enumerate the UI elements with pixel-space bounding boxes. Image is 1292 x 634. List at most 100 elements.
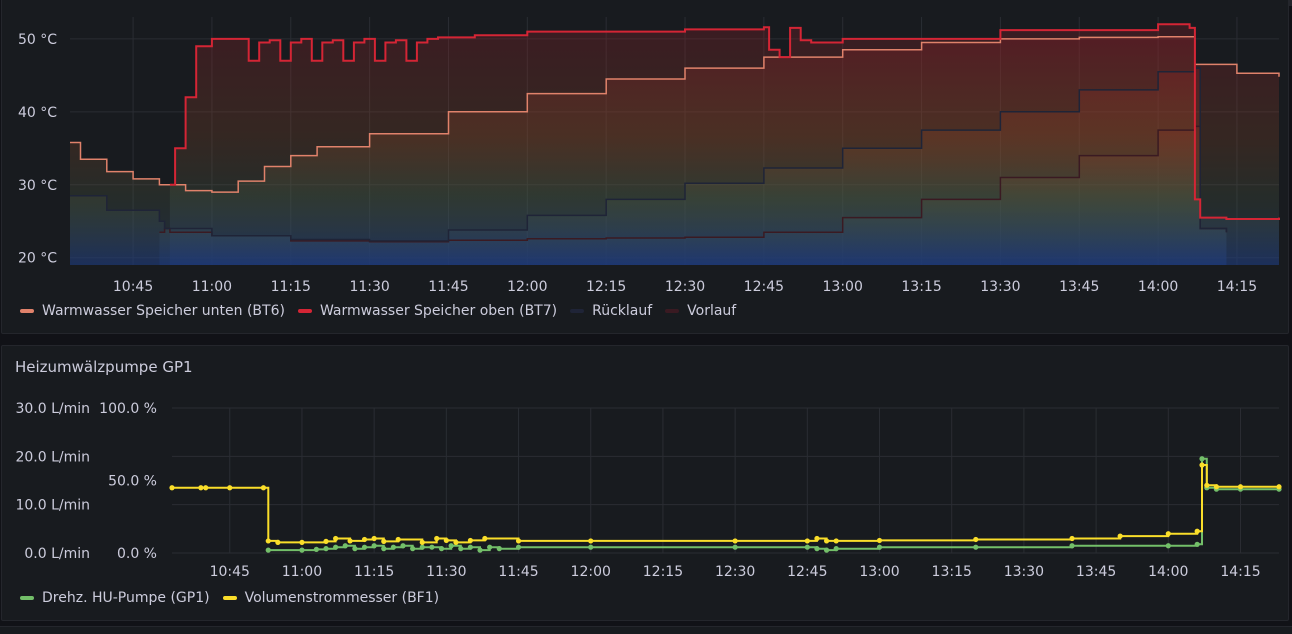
data-point-bf1 — [823, 538, 830, 544]
data-point-bf1 — [333, 535, 339, 542]
legend-swatch — [20, 309, 34, 313]
series-line-bt6 — [70, 35, 1280, 193]
next-panel-edge — [0, 626, 1292, 634]
data-point-bf1 — [1194, 528, 1200, 534]
data-point-bf1 — [732, 538, 738, 544]
data-point-bf1 — [973, 536, 979, 543]
legend-item-bt6[interactable]: Warmwasser Speicher unten (BT6) — [20, 303, 285, 319]
panel-title: Heizumwälzpumpe GP1 — [15, 358, 193, 376]
data-point-bf1 — [833, 538, 839, 544]
legend-label: Drehz. HU-Pumpe (GP1) — [42, 590, 210, 606]
data-point-bf1 — [588, 538, 594, 544]
data-point-bf1 — [482, 535, 488, 542]
x-tick-label: 12:00 — [507, 279, 547, 295]
x-tick-label: 12:45 — [744, 279, 784, 295]
data-point-bf1 — [260, 485, 267, 491]
legend-label: Warmwasser Speicher oben (BT7) — [319, 303, 558, 319]
data-point-gp1 — [448, 543, 454, 549]
data-point-gp1 — [313, 546, 319, 552]
x-tick-label: 11:00 — [192, 279, 232, 295]
data-point-bf1 — [1069, 535, 1075, 542]
legend-item-bf1[interactable]: Volumenstrommesser (BF1) — [222, 590, 439, 606]
data-point-bf1 — [1165, 531, 1171, 537]
data-point-gp1 — [323, 546, 329, 552]
data-point-gp1 — [1165, 543, 1171, 549]
x-tick-label: 11:30 — [426, 564, 466, 580]
data-point-gp1 — [390, 544, 396, 550]
data-point-gp1 — [1194, 541, 1200, 547]
data-point-gp1 — [487, 544, 493, 550]
y-left-tick-label: 30.0 L/min — [15, 401, 90, 417]
y-tick-label: 50 °C — [18, 32, 57, 48]
data-point-bf1 — [227, 485, 233, 491]
x-tick-label: 10:45 — [210, 564, 250, 580]
data-point-bf1 — [1199, 462, 1205, 468]
x-tick-label: 14:00 — [1148, 564, 1188, 580]
x-tick-label: 14:00 — [1138, 279, 1178, 295]
data-point-gp1 — [352, 546, 358, 552]
y-tick-label: 40 °C — [18, 105, 57, 121]
series-line-ruecklauf — [70, 67, 1228, 242]
y-right-tick-label: 0.0 % — [117, 546, 157, 562]
data-point-gp1 — [1199, 456, 1205, 462]
data-point-gp1 — [429, 544, 435, 550]
data-point-gp1 — [342, 543, 348, 549]
pump-panel: Heizumwälzpumpe GP1 0.0 L/min 10.0 L/min 2… — [1, 345, 1289, 621]
data-point-bf1 — [1276, 484, 1282, 490]
legend-swatch — [665, 309, 680, 313]
data-point-gp1 — [371, 543, 377, 549]
data-point-gp1 — [477, 547, 483, 553]
legend-swatch — [222, 596, 237, 600]
data-point-bf1 — [443, 537, 449, 544]
pump-chart: 0.0 L/min 10.0 L/min 20.0 L/min 30.0 L/min 0… — [15, 401, 1282, 580]
data-point-gp1 — [804, 544, 810, 550]
x-tick-label: 13:45 — [1059, 279, 1099, 295]
data-point-bf1 — [1213, 484, 1220, 490]
y-tick-label: 20 °C — [18, 251, 57, 267]
data-point-bf1 — [814, 535, 820, 542]
x-tick-label: 12:00 — [571, 564, 611, 580]
data-point-gp1 — [299, 547, 305, 553]
data-point-bf1 — [265, 538, 271, 544]
data-point-gp1 — [496, 546, 502, 552]
data-point-bf1 — [515, 538, 522, 544]
legend-item-bt7[interactable]: Warmwasser Speicher oben (BT7) — [297, 303, 558, 319]
legend-label: Rücklauf — [592, 303, 653, 319]
data-point-gp1 — [876, 544, 883, 550]
data-point-gp1 — [814, 546, 820, 552]
y-tick-label: 30 °C — [18, 178, 57, 194]
data-point-gp1 — [458, 546, 464, 552]
legend-item-ruecklauf[interactable]: Rücklauf — [570, 303, 652, 319]
series-line-bt7 — [169, 23, 1280, 220]
legend-swatch — [570, 309, 585, 313]
data-point-gp1 — [1069, 543, 1075, 549]
x-tick-label: 13:30 — [1004, 564, 1044, 580]
x-tick-label: 13:15 — [932, 564, 972, 580]
data-point-gp1 — [410, 546, 416, 552]
y-left-tick-label: 10.0 L/min — [15, 498, 90, 514]
legend-swatch — [297, 309, 312, 313]
data-point-bf1 — [434, 535, 440, 542]
legend-item-vorlauf[interactable]: Vorlauf — [665, 303, 736, 319]
y-left-tick-label: 20.0 L/min — [15, 449, 90, 465]
data-point-gp1 — [515, 544, 522, 550]
x-tick-label: 13:00 — [823, 279, 863, 295]
x-tick-label: 12:30 — [665, 279, 705, 295]
x-tick-label: 11:15 — [354, 564, 394, 580]
temperature-legend: Warmwasser Speicher unten (BT6) Warmwasse… — [20, 303, 749, 319]
data-point-bf1 — [804, 538, 810, 544]
data-point-gp1 — [419, 544, 425, 550]
data-point-gp1 — [438, 546, 445, 552]
legend-label: Warmwasser Speicher unten (BT6) — [42, 303, 285, 319]
y-right-tick-label: 50.0 % — [108, 474, 157, 490]
data-point-bf1 — [198, 485, 204, 491]
data-point-bf1 — [381, 538, 387, 544]
x-tick-label: 12:45 — [787, 564, 827, 580]
temperature-chart: 20 °C 30 °C 40 °C 50 °C 10:45 11:00 11:15 11:3… — [18, 17, 1280, 295]
legend-item-gp1[interactable]: Drehz. HU-Pumpe (GP1) — [20, 590, 210, 606]
data-point-gp1 — [973, 544, 979, 550]
data-point-bf1 — [361, 536, 368, 543]
series-line-bf1 — [172, 464, 1279, 544]
x-tick-label: 13:30 — [980, 279, 1020, 295]
x-tick-label: 10:45 — [113, 279, 153, 295]
